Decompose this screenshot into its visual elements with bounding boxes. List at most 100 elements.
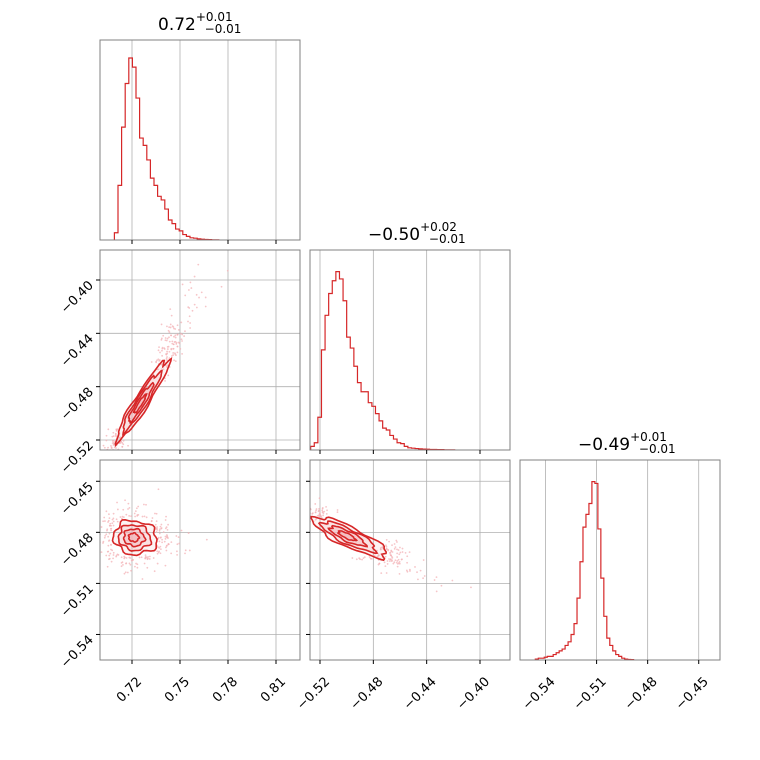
scatter-point [148, 555, 151, 558]
scatter-point [315, 509, 317, 512]
scatter-point [193, 275, 196, 278]
scatter-point [167, 374, 170, 377]
scatter-point [188, 549, 191, 552]
scatter-point [386, 563, 389, 565]
scatter-point [188, 315, 191, 318]
scatter-point [292, 506, 294, 508]
scatter-point [336, 509, 339, 511]
scatter-point [189, 322, 192, 324]
scatter-point [160, 527, 163, 530]
scatter-point [105, 554, 108, 557]
scatter-point [130, 515, 132, 518]
scatter-point [100, 551, 103, 554]
scatter-point [109, 524, 111, 527]
scatter-point [279, 492, 281, 494]
panel-frame [309, 249, 511, 451]
scatter-point [398, 562, 401, 565]
scatter-point [100, 526, 103, 528]
scatter-point [376, 555, 379, 558]
scatter-point [137, 505, 140, 508]
scatter-point [288, 510, 290, 512]
scatter-point [118, 451, 120, 453]
scatter-point [305, 512, 307, 514]
scatter-point [94, 524, 96, 526]
scatter-point [108, 465, 110, 467]
scatter-point [170, 314, 173, 317]
scatter-point [318, 497, 321, 500]
scatter-point [103, 536, 106, 539]
scatter-point [168, 336, 170, 339]
scatter-point [303, 513, 305, 515]
scatter-point [291, 502, 293, 504]
scatter-point [191, 309, 194, 312]
scatter-point [135, 507, 138, 510]
scatter-point [351, 557, 354, 559]
scatter-point [451, 579, 454, 582]
scatter-point [108, 532, 111, 535]
scatter-point [204, 305, 207, 308]
panel-frame [99, 249, 301, 451]
scatter-point [165, 359, 168, 361]
scatter-point [305, 514, 307, 516]
scatter-point [176, 554, 179, 556]
scatter-point [125, 562, 128, 565]
x-tick-label: −0.48 [348, 674, 387, 713]
scatter-point [112, 464, 114, 466]
scatter-point [161, 538, 164, 541]
scatter-point [115, 429, 118, 431]
scatter-point [226, 269, 229, 272]
scatter-point [166, 350, 168, 353]
scatter-point [119, 516, 122, 518]
contour-panel [278, 492, 472, 593]
scatter-point [315, 508, 318, 510]
scatter-point [321, 509, 324, 512]
scatter-point [124, 571, 127, 574]
scatter-point [173, 359, 176, 362]
scatter-point [157, 551, 160, 554]
scatter-point [304, 525, 306, 527]
histogram-step-line [534, 481, 635, 660]
scatter-point [190, 287, 193, 289]
title-plus: +0.01 [630, 430, 667, 444]
scatter-point [107, 428, 110, 431]
scatter-point [145, 503, 147, 506]
scatter-point [440, 584, 443, 587]
scatter-point [167, 543, 170, 545]
panel-title: −0.49+0.01 −0.01 [578, 430, 676, 456]
scatter-point [109, 522, 112, 525]
scatter-point [303, 527, 305, 529]
scatter-point [143, 515, 146, 518]
scatter-point [414, 566, 416, 568]
scatter-point [286, 501, 288, 503]
scatter-point [409, 570, 411, 572]
y-tick-label: −0.48 [58, 385, 97, 424]
scatter-point [164, 535, 167, 538]
scatter-point [122, 508, 125, 511]
scatter-point [174, 334, 177, 337]
scatter-point [170, 334, 173, 337]
scatter-point [394, 546, 397, 548]
scatter-point [103, 446, 106, 449]
scatter-point [435, 590, 438, 593]
scatter-point [181, 353, 183, 355]
scatter-point [109, 552, 112, 555]
scatter-point [119, 442, 122, 445]
scatter-point [106, 528, 109, 531]
scatter-point [433, 579, 436, 581]
scatter-point [96, 466, 98, 468]
scatter-point [93, 477, 95, 479]
scatter-point [165, 339, 168, 342]
scatter-point [174, 340, 177, 343]
scatter-point [301, 527, 303, 529]
scatter-point [180, 338, 183, 341]
scatter-point [155, 530, 158, 533]
scatter-point [112, 524, 115, 527]
scatter-point [278, 496, 280, 498]
scatter-point [162, 368, 165, 371]
scatter-point [401, 547, 404, 550]
panel-frame [99, 39, 301, 241]
scatter-point [165, 357, 168, 360]
frame-layer [99, 39, 721, 661]
contour-level [336, 530, 359, 542]
scatter-point [152, 557, 155, 559]
